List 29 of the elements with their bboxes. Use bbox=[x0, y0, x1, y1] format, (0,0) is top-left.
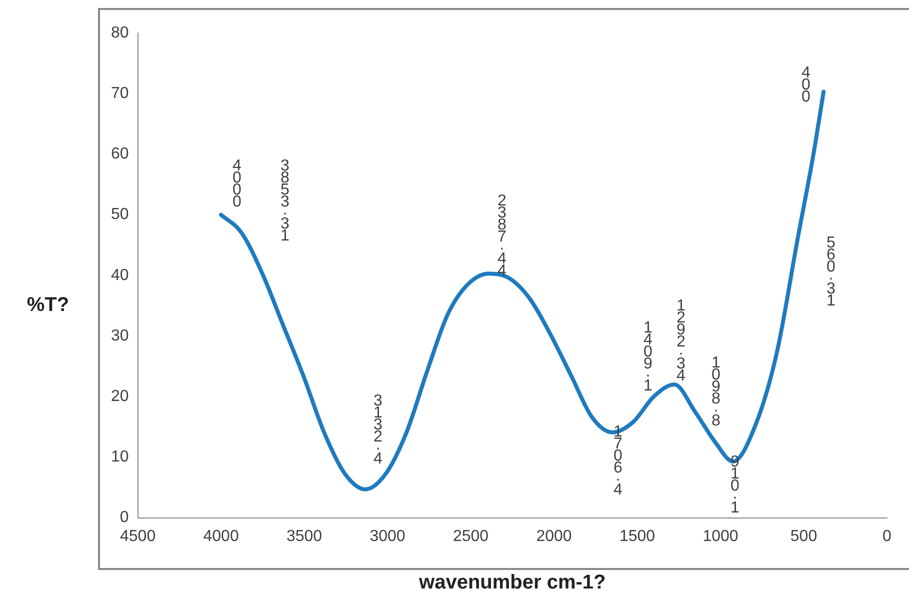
annotation: 1409.1 bbox=[644, 319, 653, 394]
x-tick-label: 1000 bbox=[702, 528, 738, 545]
x-tick-label: 3500 bbox=[286, 528, 322, 545]
annotation: 3132.4 bbox=[374, 392, 383, 468]
annotation: 1098.8 bbox=[712, 354, 721, 430]
y-tick-label: 50 bbox=[111, 206, 129, 224]
y-tick-label: 70 bbox=[111, 85, 129, 102]
x-tick-label: 500 bbox=[790, 528, 818, 545]
annotation: 1292.34 bbox=[676, 297, 686, 384]
x-tick-label: 4500 bbox=[120, 528, 156, 545]
annotation: 400 bbox=[802, 64, 811, 106]
y-tick-label: 0 bbox=[120, 509, 129, 526]
x-tick-label: 1500 bbox=[619, 528, 656, 545]
y-tick-label: 60 bbox=[111, 146, 129, 163]
y-tick-label: 20 bbox=[111, 388, 129, 406]
y-tick-label: 40 bbox=[111, 266, 129, 284]
y-axis-title: %T? bbox=[26, 294, 70, 316]
x-tick-label: 2500 bbox=[452, 528, 489, 545]
x-tick-label: 4000 bbox=[203, 528, 239, 545]
y-tick-label: 30 bbox=[111, 327, 129, 344]
y-tick-label: 10 bbox=[111, 448, 129, 466]
annotation: 400 0 bbox=[232, 157, 242, 210]
x-tick-label: 0 bbox=[882, 528, 892, 545]
x-tick-label: 3000 bbox=[370, 528, 406, 545]
x-tick-label: 2000 bbox=[536, 528, 572, 545]
annotation: 560.31 bbox=[826, 234, 836, 310]
y-tick-label: 80 bbox=[111, 24, 129, 42]
x-axis-title: wavenumber cm-1? bbox=[418, 572, 606, 594]
annotation: 3853.31 bbox=[280, 157, 290, 244]
